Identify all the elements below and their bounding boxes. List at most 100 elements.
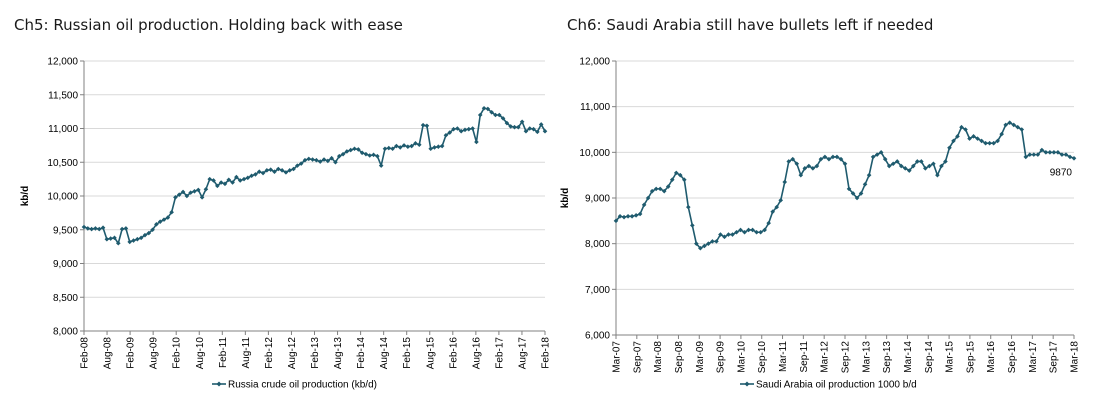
- data-point: [218, 180, 224, 185]
- x-tick-label: Mar-07: [612, 341, 623, 373]
- data-point: [698, 245, 703, 251]
- data-point: [866, 172, 872, 178]
- data-point: [325, 158, 331, 164]
- x-tick-label: Feb-14: [356, 337, 367, 369]
- data-point: [826, 156, 832, 162]
- data-point: [987, 140, 992, 146]
- data-point: [173, 195, 178, 200]
- data-point: [762, 227, 767, 233]
- data-point: [295, 163, 300, 168]
- data-point: [428, 146, 434, 152]
- data-point: [516, 124, 521, 130]
- data-point: [802, 166, 808, 171]
- data-point: [199, 195, 205, 200]
- y-tick-label: 9,000: [585, 194, 610, 205]
- x-tick-label: Feb-11: [218, 337, 229, 368]
- data-point: [253, 172, 258, 177]
- x-tick-label: Mar-08: [653, 341, 664, 373]
- data-point: [927, 163, 932, 169]
- data-point: [203, 186, 209, 192]
- data-point: [306, 156, 312, 162]
- chart2-title: Ch6: Saudi Arabia still have bullets lef…: [567, 16, 934, 34]
- data-point: [910, 163, 916, 169]
- x-tick-label: Mar-14: [903, 341, 914, 373]
- data-point: [466, 126, 472, 132]
- data-point: [508, 124, 514, 129]
- x-tick-label: Feb-10: [172, 337, 183, 369]
- y-tick-label: 11,000: [580, 102, 610, 113]
- y-tick-label: 9,000: [53, 259, 78, 270]
- x-tick-label: Mar-12: [820, 341, 831, 373]
- x-tick-label: Mar-15: [945, 341, 956, 373]
- y-tick-label: 10,500: [47, 158, 78, 169]
- data-point: [104, 236, 110, 242]
- data-point: [955, 134, 960, 139]
- data-point: [314, 157, 319, 163]
- data-point: [878, 150, 884, 155]
- data-point: [462, 127, 468, 133]
- data-point: [165, 215, 171, 220]
- y-tick-label: 7,000: [585, 285, 610, 296]
- x-tick-label: Mar-13: [861, 341, 872, 373]
- data-point: [112, 235, 117, 241]
- data-point: [894, 159, 900, 164]
- x-tick-label: Sep-15: [965, 341, 976, 374]
- y-tick-label: 8,500: [53, 293, 78, 304]
- x-tick-label: Mar-16: [986, 341, 997, 373]
- data-point: [390, 146, 395, 152]
- data-point: [830, 154, 836, 160]
- data-point: [874, 152, 880, 157]
- data-point: [649, 188, 655, 194]
- data-point: [758, 229, 763, 235]
- data-point: [485, 106, 491, 112]
- data-point: [810, 166, 816, 171]
- data-point: [886, 163, 892, 169]
- data-point: [489, 110, 494, 115]
- data-point: [718, 232, 723, 237]
- x-tick-label: Sep-17: [1049, 341, 1060, 374]
- data-point: [625, 213, 631, 219]
- data-point: [436, 144, 441, 150]
- data-point: [279, 168, 285, 173]
- y-tick-label: 10,000: [579, 148, 610, 159]
- data-point: [850, 191, 856, 196]
- data-point: [352, 146, 357, 152]
- x-tick-label: Mar-10: [736, 341, 747, 373]
- data-point: [287, 168, 293, 173]
- data-point: [730, 232, 735, 237]
- x-tick-label: Feb-17: [494, 337, 505, 369]
- x-tick-label: Sep-09: [716, 341, 727, 374]
- data-point: [188, 190, 193, 195]
- data-point: [750, 227, 755, 233]
- data-point: [443, 132, 449, 138]
- y-tick-label: 8,000: [53, 327, 78, 338]
- data-point: [81, 224, 87, 230]
- x-tick-label: Sep-07: [632, 341, 643, 374]
- data-point: [854, 195, 860, 201]
- data-point: [310, 157, 315, 162]
- y-tick-label: 6,000: [585, 331, 610, 342]
- data-point: [367, 153, 373, 158]
- y-tick-label: 12,000: [579, 57, 610, 68]
- data-point: [146, 230, 152, 236]
- data-point: [230, 180, 235, 185]
- data-point: [1059, 152, 1065, 157]
- legend-label: Russia crude oil production (kb/d): [228, 380, 377, 391]
- data-point: [645, 195, 651, 201]
- x-tick-label: Aug-14: [379, 337, 390, 370]
- data-point: [637, 211, 643, 217]
- data-point: [207, 176, 213, 182]
- x-tick-label: Aug-10: [195, 337, 206, 370]
- data-point: [474, 139, 479, 145]
- data-point: [919, 159, 924, 164]
- data-point: [774, 204, 780, 210]
- data-point: [496, 112, 502, 118]
- data-point: [340, 151, 346, 157]
- data-point: [432, 145, 437, 150]
- data-point: [726, 232, 731, 237]
- data-point: [291, 166, 296, 172]
- x-tick-label: Aug-15: [425, 337, 436, 370]
- data-point: [500, 116, 506, 121]
- data-point: [493, 112, 498, 118]
- data-label: 9870: [1050, 167, 1073, 178]
